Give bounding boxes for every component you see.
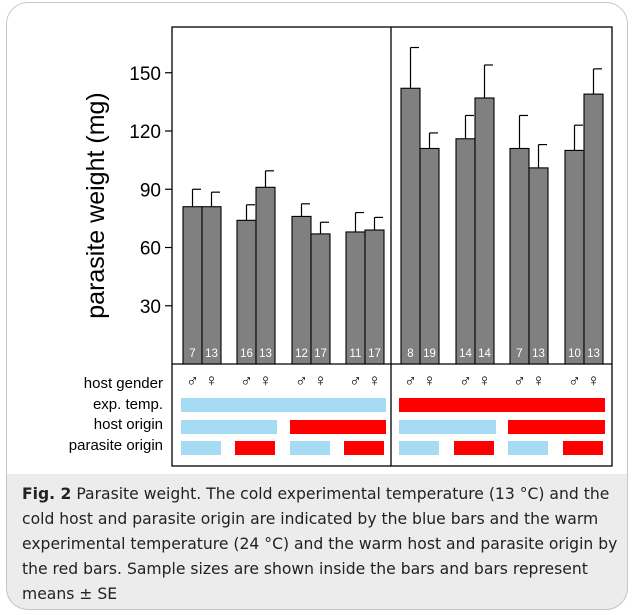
host-gender-symbol: ♂	[404, 371, 417, 390]
bar	[509, 147, 530, 365]
host-gender-symbol: ♀	[478, 371, 491, 390]
row-label: exp. temp.	[93, 396, 163, 413]
host-origin-bar	[399, 420, 496, 434]
parasite-origin-bar	[563, 441, 603, 455]
bar	[201, 206, 222, 365]
sample-size-label: 7	[189, 348, 195, 360]
sample-size-label: 19	[423, 348, 436, 360]
y-tick-label: 90	[140, 180, 161, 201]
host-gender-symbol: ♂	[513, 371, 526, 390]
host-gender-symbol: ♀	[368, 371, 381, 390]
host-gender-symbol: ♀	[532, 371, 545, 390]
y-tick-label: 150	[129, 64, 161, 85]
host-origin-bar	[181, 420, 277, 434]
host-gender-symbol: ♂	[349, 371, 362, 390]
y-tick-label: 60	[140, 239, 161, 260]
host-gender-symbol: ♀	[205, 371, 218, 390]
y-tick-label: 30	[140, 297, 161, 318]
parasite-origin-bar	[235, 441, 275, 455]
bar	[455, 138, 476, 365]
sample-size-label: 13	[259, 348, 272, 360]
sample-size-label: 13	[532, 348, 545, 360]
row-label: host gender	[84, 375, 163, 392]
bar	[310, 233, 331, 365]
bar	[400, 87, 421, 365]
row-label: host origin	[94, 416, 163, 433]
bar	[182, 206, 203, 365]
exp-temp-bar	[181, 398, 386, 412]
bar	[419, 147, 440, 365]
host-gender-symbol: ♂	[186, 371, 199, 390]
plot-frame	[171, 26, 613, 467]
sample-size-label: 10	[568, 348, 581, 360]
parasite-origin-bar	[508, 441, 548, 455]
parasite-origin-bar	[290, 441, 330, 455]
parasite-origin-bar	[344, 441, 384, 455]
host-gender-symbol: ♀	[587, 371, 600, 390]
host-gender-symbol: ♂	[459, 371, 472, 390]
bar	[474, 97, 495, 365]
sample-size-label: 17	[314, 348, 327, 360]
bar	[345, 231, 366, 365]
parasite-origin-bar	[454, 441, 494, 455]
host-origin-bar	[508, 420, 605, 434]
sample-size-label: 7	[516, 348, 522, 360]
caption-box	[6, 474, 628, 610]
bar	[291, 215, 312, 365]
y-tick-label: 120	[129, 122, 161, 143]
sample-size-label: 14	[478, 348, 491, 360]
bar	[583, 93, 604, 365]
host-gender-symbol: ♂	[295, 371, 308, 390]
bar	[236, 219, 257, 365]
bar	[364, 229, 385, 365]
sample-size-label: 11	[350, 348, 362, 360]
bar	[255, 186, 276, 365]
sample-size-label: 12	[295, 348, 308, 360]
sample-size-label: 14	[459, 348, 472, 360]
host-gender-symbol: ♀	[314, 371, 327, 390]
host-gender-symbol: ♀	[259, 371, 272, 390]
exp-temp-bar	[399, 398, 605, 412]
sample-size-label: 13	[205, 348, 218, 360]
host-gender-symbol: ♀	[423, 371, 436, 390]
sample-size-label: 13	[587, 348, 600, 360]
host-gender-symbol: ♂	[568, 371, 581, 390]
parasite-origin-bar	[181, 441, 221, 455]
parasite-origin-bar	[399, 441, 439, 455]
sample-size-label: 16	[240, 348, 253, 360]
bar-chart: 30 60 90 120 150 parasite weight (mg) 7 ♂ 13 ♀ 16 ♂…	[69, 26, 613, 467]
bar	[528, 167, 549, 365]
row-label: parasite origin	[69, 437, 163, 454]
host-origin-bar	[290, 420, 386, 434]
caption-text: Parasite weight. The cold experimental t…	[22, 485, 618, 603]
caption-label: Fig. 2	[22, 485, 72, 503]
figure-caption: Fig. 2 Parasite weight. The cold experim…	[22, 482, 618, 607]
host-gender-symbol: ♂	[240, 371, 253, 390]
y-axis-label: parasite weight (mg)	[82, 92, 110, 318]
bar	[564, 149, 585, 365]
sample-size-label: 8	[407, 348, 413, 360]
sample-size-label: 17	[368, 348, 381, 360]
